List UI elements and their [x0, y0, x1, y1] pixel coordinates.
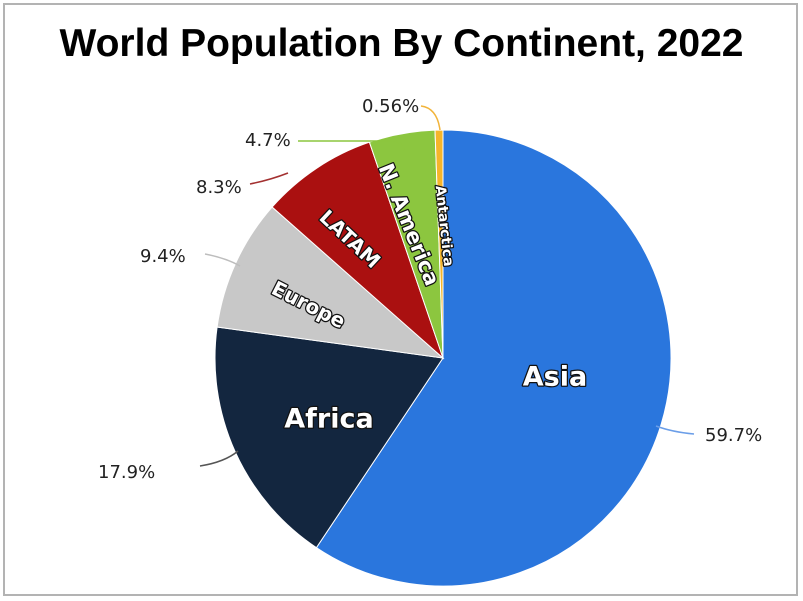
pie-slices: [214, 129, 672, 587]
percent-labels: 59.7% 17.9% 9.4% 8.3% 4.7% 0.56%: [98, 96, 762, 483]
percent-label-latam: 8.3%: [196, 177, 242, 198]
pie-slice-latam: [271, 141, 445, 360]
percent-label-n-america: 4.7%: [245, 130, 291, 151]
percent-label-antarctica: 0.56%: [362, 96, 419, 117]
pie-slice-asia: [315, 129, 672, 587]
slice-label-africa: Africa: [284, 404, 373, 435]
percent-label-asia: 59.7%: [705, 425, 762, 446]
leader-line-europe: [204, 253, 241, 267]
leader-line-africa: [199, 450, 239, 467]
pie-slice-antarctica: [434, 129, 444, 359]
leader-line-antarctica: [420, 105, 441, 131]
percent-label-africa: 17.9%: [98, 462, 155, 483]
leader-line-n-america: [298, 139, 405, 151]
leader-lines: [199, 105, 695, 467]
pie-slice-africa: [214, 326, 444, 549]
chart-title: World Population By Continent, 2022: [59, 22, 744, 65]
leader-line-latam: [249, 172, 289, 185]
leader-line-asia: [655, 425, 695, 435]
slice-label-asia: Asia: [523, 362, 587, 393]
percent-label-europe: 9.4%: [140, 246, 186, 267]
